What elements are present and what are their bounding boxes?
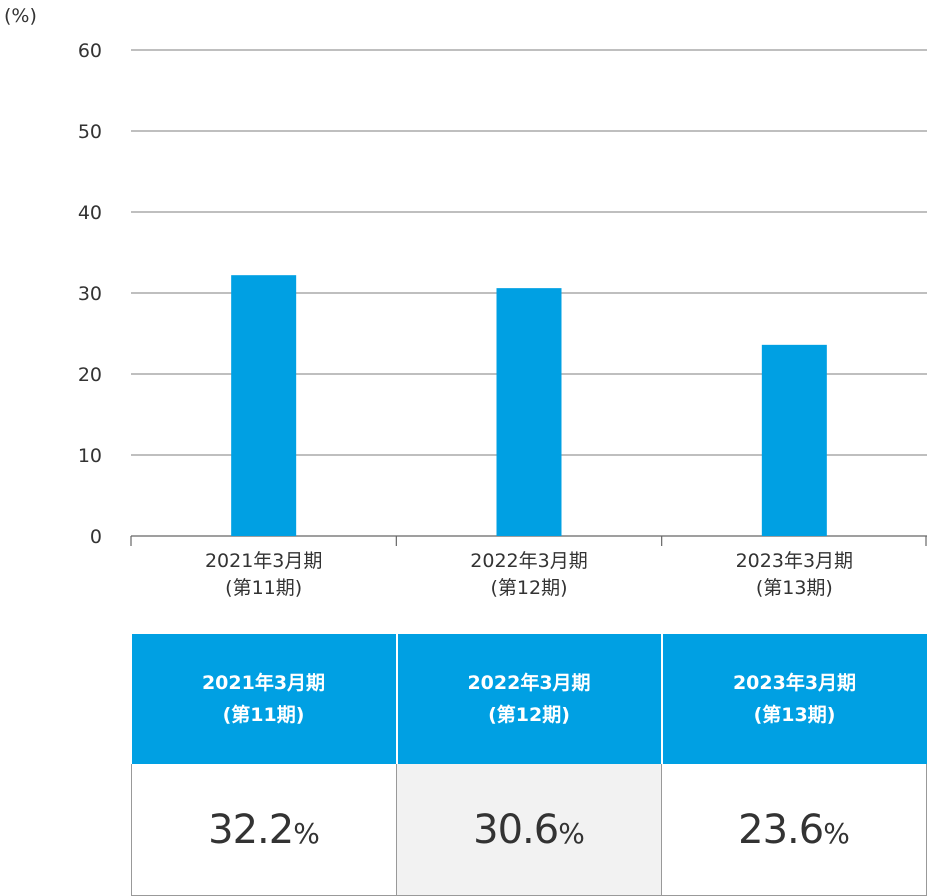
header-term: (第12期): [488, 704, 570, 726]
header-period: 2021年3月期: [201, 672, 326, 694]
y-tick-label: 50: [78, 121, 102, 143]
value-unit: %: [558, 816, 585, 850]
header-period: 2023年3月期: [732, 672, 857, 694]
bar-chart: (%) 0 10 20 30 40 50 60 2021年3月期 (第11期) 2022年3月期 (第…: [4, 5, 927, 599]
data-table: 2021年3月期 (第11期) 2022年3月期 (第12期) 2023年3月期…: [131, 634, 927, 896]
value-number: 32.2: [208, 806, 294, 853]
header-term: (第11期): [222, 704, 305, 726]
table-value-cell: 30.6%: [396, 764, 662, 896]
x-tick-label: 2022年3月期: [470, 550, 587, 572]
value-number: 30.6: [473, 806, 559, 853]
value-unit: %: [293, 816, 320, 850]
table-row: 32.2% 30.6% 23.6%: [131, 764, 927, 896]
value-number: 23.6: [738, 806, 824, 853]
table-value-cell: 23.6%: [661, 764, 927, 896]
y-tick-label: 10: [78, 445, 102, 467]
table-header-row: 2021年3月期 (第11期) 2022年3月期 (第12期) 2023年3月期…: [131, 634, 927, 764]
x-tick-label: 2023年3月期: [736, 550, 853, 572]
y-tick-label: 20: [78, 364, 102, 386]
y-tick-label: 0: [90, 526, 102, 548]
x-tick-label: (第13期): [756, 577, 833, 599]
y-tick-label: 40: [78, 202, 102, 224]
bar: [496, 288, 562, 536]
x-tick-label: 2021年3月期: [205, 550, 322, 572]
y-tick-label: 60: [78, 40, 102, 62]
y-tick-label: 30: [78, 283, 102, 305]
bar: [231, 275, 297, 536]
header-period: 2022年3月期: [467, 672, 591, 694]
x-tick-label: (第11期): [225, 577, 302, 599]
value-unit: %: [823, 816, 850, 850]
table-header-cell: 2022年3月期 (第12期): [396, 634, 663, 764]
bar: [761, 344, 827, 536]
header-term: (第13期): [753, 704, 836, 726]
table-header-cell: 2021年3月期 (第11期): [131, 634, 398, 764]
x-tick-label: (第12期): [490, 577, 567, 599]
table-value-cell: 32.2%: [131, 764, 397, 896]
table-header-cell: 2023年3月期 (第13期): [661, 634, 927, 764]
y-axis-unit-label: (%): [4, 5, 37, 27]
